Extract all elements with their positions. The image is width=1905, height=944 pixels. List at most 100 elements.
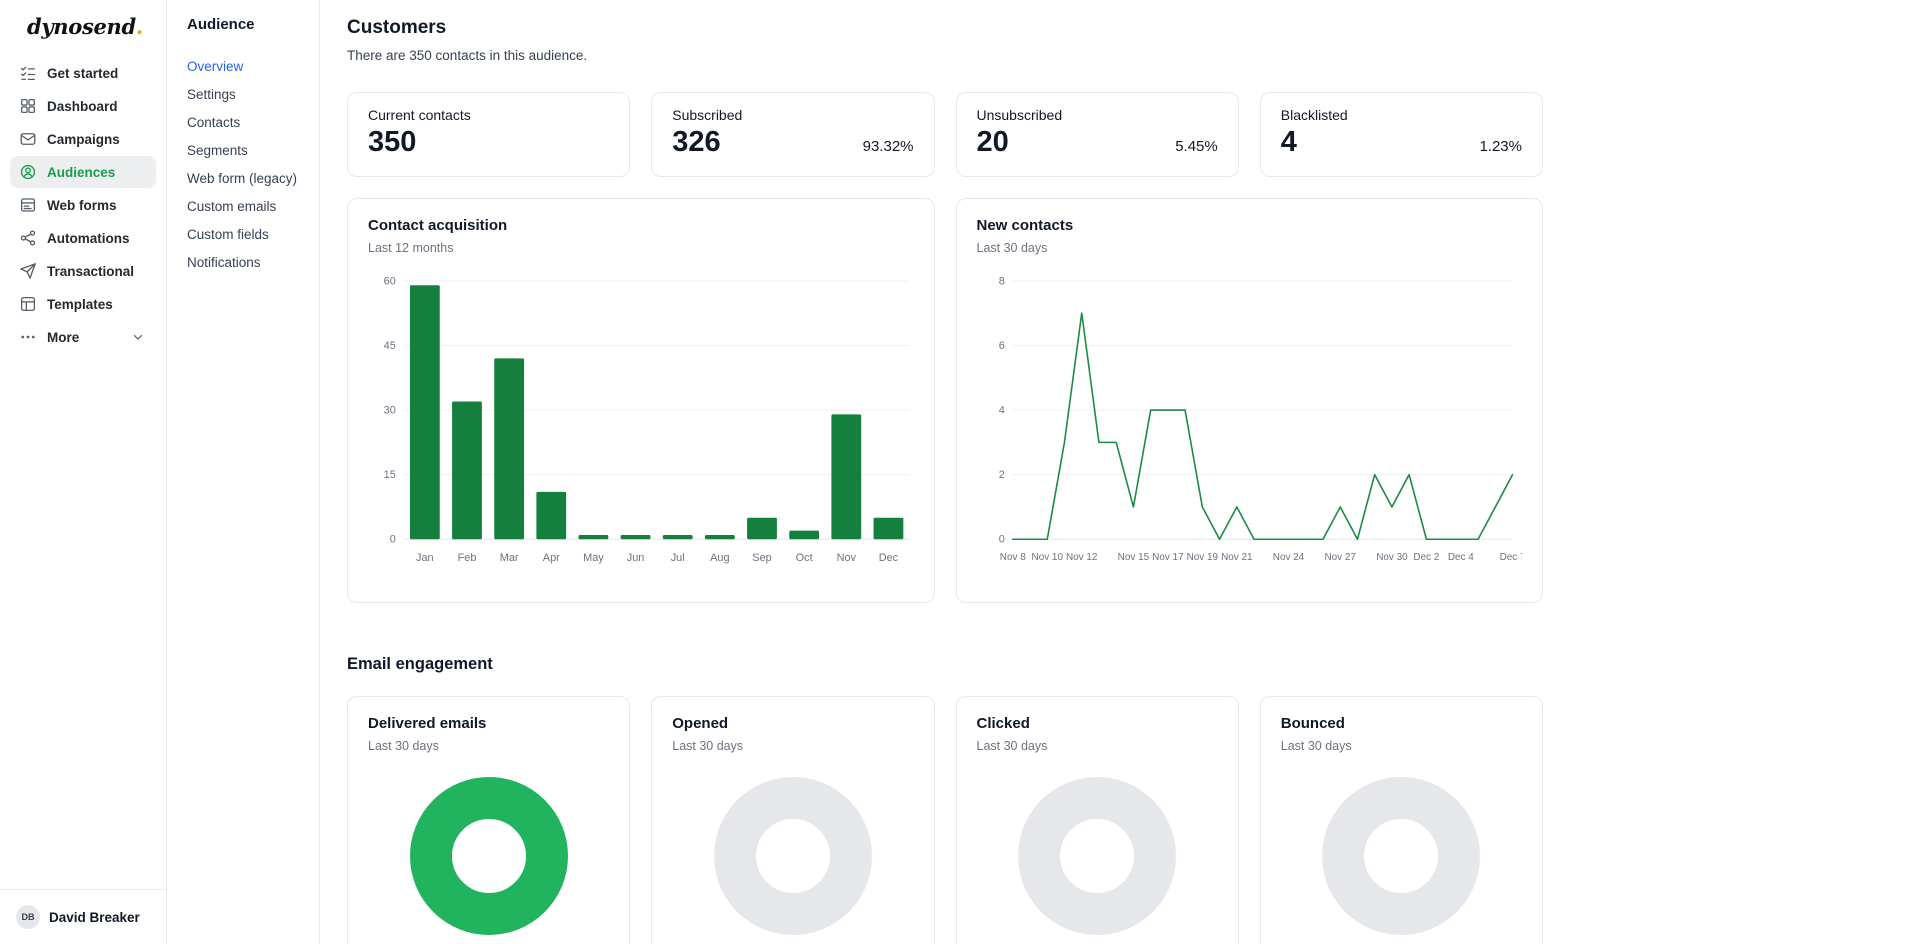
clicked-donut-chart — [1018, 776, 1177, 935]
sidebar-item-web-forms[interactable]: Web forms — [10, 189, 156, 221]
stat-card-blacklisted: Blacklisted 4 1.23% — [1259, 92, 1543, 177]
svg-text:Feb: Feb — [458, 552, 477, 564]
svg-text:6: 6 — [998, 340, 1004, 352]
sidebar-item-campaigns[interactable]: Campaigns — [10, 123, 156, 155]
sidebar-item-templates[interactable]: Templates — [10, 288, 156, 320]
subnav-item-settings[interactable]: Settings — [187, 87, 236, 102]
primary-sidebar: dynosend. Get started Dashboard Campaigns A… — [0, 0, 167, 944]
chart-title: Contact acquisition — [368, 216, 508, 234]
subnav-item-segments[interactable]: Segments — [187, 143, 248, 158]
svg-text:Nov 17: Nov 17 — [1152, 552, 1184, 563]
sidebar-item-dashboard[interactable]: Dashboard — [10, 90, 156, 122]
svg-text:Dec 2: Dec 2 — [1413, 552, 1439, 563]
charts-row: Contact acquisition Last 12 months 0 15 30… — [347, 197, 1543, 603]
email-engagement-title: Email engagement — [347, 654, 493, 673]
layout-icon — [19, 295, 37, 313]
svg-text:Nov 12: Nov 12 — [1065, 552, 1097, 563]
engagement-card-period: Last 30 days — [976, 738, 1048, 753]
bar-apr — [536, 491, 567, 540]
svg-text:Jul: Jul — [671, 552, 685, 564]
svg-text:Dec 7: Dec 7 — [1499, 552, 1522, 563]
contact-acquisition-chart: 0 15 30 45 60 Jan Feb Mar Apr May Jun Jul Aug Sep Oct N… — [368, 269, 914, 569]
stat-cards-row: Current contacts 350 Subscribed 326 93.32% Un… — [347, 92, 1543, 177]
svg-text:2: 2 — [998, 469, 1004, 481]
engagement-card-period: Last 30 days — [368, 738, 439, 753]
sidebar-item-label: Campaigns — [47, 131, 120, 147]
paper-plane-icon — [19, 262, 37, 280]
stat-value: 350 — [368, 126, 417, 158]
sidebar-item-label: Web forms — [47, 197, 117, 213]
svg-text:45: 45 — [384, 340, 396, 352]
svg-text:Nov 15: Nov 15 — [1117, 552, 1149, 563]
sidebar-item-transactional[interactable]: Transactional — [10, 255, 156, 287]
sidebar-item-more[interactable]: More — [10, 321, 156, 353]
engagement-cards-row: Delivered emails Last 30 days Opened Last 3… — [347, 695, 1543, 944]
brand-name: dynosend — [27, 14, 136, 39]
stat-card-subscribed: Subscribed 326 93.32% — [651, 92, 935, 177]
stat-label: Unsubscribed — [976, 107, 1063, 123]
svg-text:Aug: Aug — [710, 552, 729, 564]
brand-logo: dynosend. — [27, 14, 156, 39]
bar-feb — [452, 401, 482, 540]
contact-acquisition-card: Contact acquisition Last 12 months 0 15 30… — [347, 197, 935, 603]
svg-text:Jun: Jun — [627, 552, 645, 564]
subnav-item-custom-emails[interactable]: Custom emails — [187, 199, 277, 214]
sidebar-item-label: Transactional — [47, 263, 135, 279]
content-container: Customers There are 350 contacts in this… — [347, 17, 1543, 944]
sidebar-item-get-started[interactable]: Get started — [10, 57, 156, 89]
bar-jul — [662, 534, 693, 540]
dashboard-icon — [19, 97, 37, 115]
chart-subtitle: Last 12 months — [368, 240, 454, 255]
stat-value: 20 — [976, 126, 1009, 158]
new-contacts-chart: 0 2 4 6 8 Nov 8 Nov 10 Nov 12 Nov 15 Nov 17 Nov 19… — [977, 269, 1522, 569]
subnav-item-contacts[interactable]: Contacts — [187, 115, 241, 130]
new-contacts-line — [1011, 312, 1513, 540]
engagement-card-delivered-emails: Delivered emails Last 30 days — [347, 695, 631, 944]
svg-text:0: 0 — [998, 534, 1004, 546]
svg-text:Nov 10: Nov 10 — [1031, 552, 1063, 563]
bounced-donut-chart — [1322, 776, 1481, 935]
sidebar-item-label: More — [47, 329, 80, 345]
subnav-item-custom-fields[interactable]: Custom fields — [187, 227, 269, 242]
svg-text:4: 4 — [998, 404, 1004, 416]
brand-dot: . — [135, 14, 143, 39]
person-circle-icon — [19, 163, 37, 181]
svg-text:Nov 24: Nov 24 — [1272, 552, 1304, 563]
sidebar-item-automations[interactable]: Automations — [10, 222, 156, 254]
subnav-item-notifications[interactable]: Notifications — [187, 255, 261, 270]
engagement-card-opened: Opened Last 30 days — [651, 695, 935, 944]
bar-may — [578, 534, 609, 540]
user-name: David Breaker — [49, 909, 140, 925]
svg-text:0: 0 — [390, 534, 396, 546]
chart-title: New contacts — [976, 216, 1074, 234]
svg-text:Sep: Sep — [752, 552, 771, 564]
subnav-item-overview[interactable]: Overview — [187, 59, 244, 74]
svg-text:Dec 4: Dec 4 — [1447, 552, 1473, 563]
engagement-card-period: Last 30 days — [1280, 738, 1352, 753]
svg-text:Dec: Dec — [879, 552, 899, 564]
sidebar-item-label: Automations — [47, 230, 130, 246]
subnav-item-web-form-legacy[interactable]: Web form (legacy) — [187, 171, 298, 186]
svg-text:Nov 27: Nov 27 — [1324, 552, 1356, 563]
svg-text:May: May — [583, 552, 604, 564]
chart-subtitle: Last 30 days — [976, 240, 1048, 255]
engagement-card-period: Last 30 days — [672, 738, 744, 753]
user-section[interactable]: DB David Breaker — [0, 889, 166, 944]
stat-percent: 5.45% — [1175, 137, 1218, 155]
svg-text:Nov 19: Nov 19 — [1186, 552, 1218, 563]
stat-percent: 93.32% — [862, 137, 914, 155]
avatar: DB — [16, 905, 40, 929]
engagement-card-title: Bounced — [1280, 714, 1345, 732]
engagement-card-title: Clicked — [976, 714, 1030, 732]
sidebar-item-label: Get started — [47, 65, 119, 81]
primary-nav: Get started Dashboard Campaigns Audiences We… — [10, 57, 156, 353]
engagement-card-title: Opened — [672, 714, 729, 732]
bar-aug — [704, 534, 735, 540]
stat-value-row: 326 93.32% — [672, 125, 913, 160]
sidebar-item-audiences[interactable]: Audiences — [10, 156, 156, 188]
bar-mar — [494, 358, 525, 540]
stat-value-row: 20 5.45% — [977, 125, 1218, 160]
svg-text:Oct: Oct — [796, 552, 813, 564]
page-subtitle: There are 350 contacts in this audience. — [347, 48, 588, 63]
line-chart-svg: 0 2 4 6 8 Nov 8 Nov 10 Nov 12 Nov 15 Nov 17 Nov 19… — [998, 275, 1522, 563]
